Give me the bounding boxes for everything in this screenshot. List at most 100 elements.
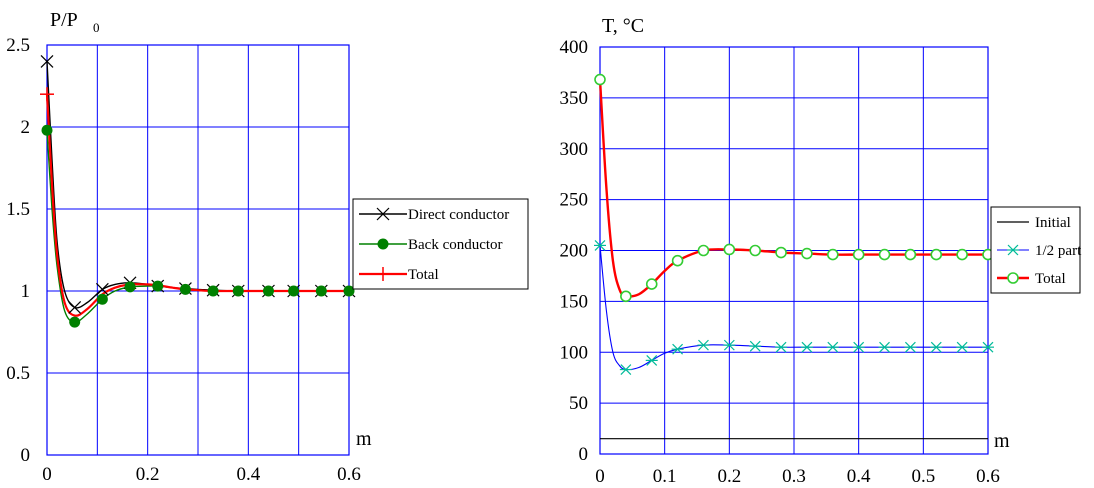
x-tick-label: 0.2 (136, 464, 160, 485)
x-tick-label: 0 (595, 466, 605, 487)
data-point-marker (96, 293, 108, 305)
marker-dot (41, 124, 53, 136)
data-point-marker (179, 283, 191, 295)
marker-dot (315, 285, 327, 297)
legend-label: Initial (1035, 215, 1071, 231)
legend-label: Total (1035, 271, 1066, 287)
data-point-marker (619, 364, 632, 375)
data-point-marker (956, 248, 968, 261)
marker-dot (232, 285, 244, 297)
data-point-marker (68, 300, 82, 314)
marker-circle (594, 73, 606, 86)
data-point-marker (671, 254, 684, 267)
x-tick-label: 0.2 (717, 466, 741, 487)
grid-lines (47, 45, 349, 455)
data-point-marker (41, 124, 53, 136)
marker-dot (377, 238, 389, 250)
data-point-marker (95, 282, 109, 296)
data-point-marker (826, 341, 839, 353)
y-tick-label: 2.5 (6, 35, 30, 56)
y-tick-label: 0 (21, 445, 31, 466)
data-point-marker (723, 243, 736, 256)
y-tick-label: 1.5 (6, 199, 30, 220)
x-tick-label: 0 (42, 464, 52, 485)
y-axis-label: P/P (50, 9, 78, 31)
data-point-marker (152, 280, 164, 292)
legend-marker (376, 267, 390, 281)
data-point-marker (956, 341, 969, 353)
data-point-marker (697, 339, 710, 351)
y-tick-label: 50 (569, 393, 588, 414)
marker-circle (620, 290, 632, 303)
chart-relative-power: 0 0.2 0.4 0.6 0 0.5 1 1.5 2 2.5 P/P 0 m Direct c… (6, 9, 529, 485)
x-tick-label: 0.4 (847, 466, 871, 487)
data-point-marker (904, 341, 917, 353)
data-point-marker (40, 54, 54, 68)
data-point-marker (852, 341, 865, 353)
data-point-marker (343, 285, 355, 297)
marker-circle (697, 244, 710, 257)
x-tick-label: 0.4 (236, 464, 260, 485)
legend-marker (1007, 244, 1019, 256)
data-point-marker (40, 87, 54, 102)
x-tick-label: 0.5 (911, 466, 935, 487)
chart-temperature: 0 0.1 0.2 0.3 0.4 0.5 0.6 0 50 100 150 200 250 300 35… (560, 15, 1083, 487)
y-tick-label: 150 (560, 291, 589, 312)
x-tick-label: 0.6 (337, 464, 361, 485)
data-point-marker (232, 285, 244, 297)
x-axis-unit-label: m (356, 428, 372, 450)
marker-dot (69, 316, 81, 328)
y-tick-label: 0.5 (6, 363, 30, 384)
marker-circle (775, 246, 787, 259)
data-point-marker (288, 285, 300, 297)
grid-lines (600, 47, 988, 454)
y-tick-label: 400 (560, 37, 589, 58)
data-point-marker (800, 341, 813, 353)
data-point-marker (930, 341, 943, 353)
legend-label: Back conductor (408, 237, 503, 253)
marker-circle (852, 248, 865, 261)
marker-dot (288, 285, 300, 297)
marker-dot (96, 293, 108, 305)
data-point-marker (697, 244, 710, 257)
marker-circle (671, 254, 684, 267)
marker-dot (152, 280, 164, 292)
data-point-marker (671, 343, 684, 355)
data-point-marker (207, 285, 219, 297)
marker-circle (878, 248, 891, 261)
data-point-marker (775, 341, 788, 353)
data-point-marker (69, 316, 81, 328)
y-tick-label: 2 (21, 117, 31, 138)
marker-stroke (68, 300, 82, 314)
legend-label: 1/2 part (1035, 243, 1082, 259)
x-tick-labels: 0 0.1 0.2 0.3 0.4 0.5 0.6 (595, 466, 1000, 487)
legend: Initial 1/2 part Total (990, 206, 1082, 294)
data-point-marker (124, 281, 136, 293)
legend-marker (377, 238, 389, 250)
data-point-marker (775, 246, 787, 259)
y-tick-labels: 0 50 100 150 200 250 300 350 400 (560, 37, 589, 465)
legend-label: Direct conductor (408, 207, 509, 223)
marker-circle (956, 248, 968, 261)
data-point-marker (594, 73, 606, 86)
marker-stroke (40, 54, 54, 68)
x-tick-label: 0.1 (653, 466, 677, 487)
marker-circle (723, 243, 736, 256)
marker-circle (801, 247, 813, 260)
marker-stroke (95, 282, 109, 296)
series-markers (594, 73, 994, 375)
marker-stroke (376, 207, 390, 221)
marker-dot (343, 285, 355, 297)
y-tick-label: 200 (560, 241, 589, 262)
data-point-marker (878, 248, 891, 261)
y-tick-label: 300 (560, 139, 589, 160)
data-point-marker (878, 341, 891, 353)
marker-circle (749, 244, 762, 257)
data-point-marker (826, 248, 839, 261)
series-markers (40, 54, 356, 328)
marker-circle (904, 248, 917, 261)
y-tick-label: 350 (560, 88, 589, 109)
data-point-marker (645, 278, 658, 290)
marker-circle (826, 248, 839, 261)
